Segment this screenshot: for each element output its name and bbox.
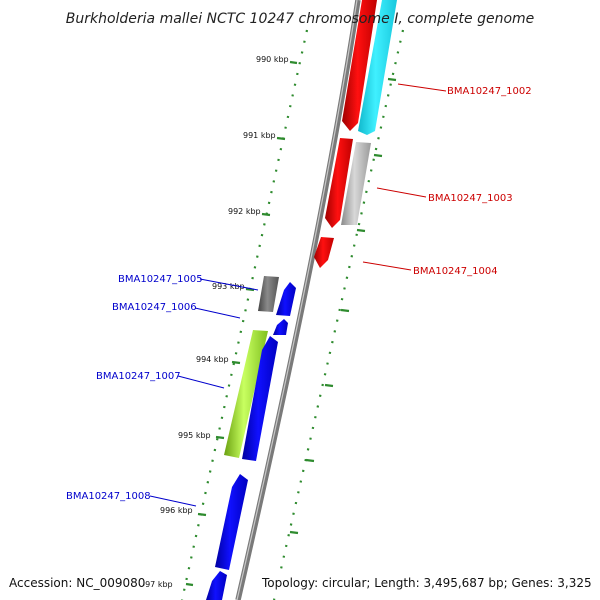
gene-arrow-1007[interactable] xyxy=(242,336,278,461)
gene-arrow-1009[interactable] xyxy=(206,571,227,600)
dark-gray-feature[interactable] xyxy=(258,276,279,312)
gene-label-1005: BMA10247_1005 xyxy=(118,274,203,285)
gene-label-1002: BMA10247_1002 xyxy=(447,86,532,97)
tick-label-997: 997 kbp xyxy=(140,580,173,589)
gene-label-1003: BMA10247_1003 xyxy=(428,193,513,204)
gene-label-1008: BMA10247_1008 xyxy=(66,491,151,502)
map-title: Burkholderia mallei NCTC 10247 chromosom… xyxy=(66,11,535,27)
tick-label-992: 992 kbp xyxy=(228,207,261,216)
gene-label-leaders xyxy=(149,83,447,507)
tick-label-993: 993 kbp xyxy=(212,282,245,291)
tick-label-994: 994 kbp xyxy=(196,355,229,364)
tick-label-995: 995 kbp xyxy=(178,431,211,440)
tick-marks xyxy=(185,60,397,587)
gene-arrow-1004[interactable] xyxy=(314,237,334,268)
gene-label-1007: BMA10247_1007 xyxy=(96,371,181,382)
tick-label-990: 990 kbp xyxy=(256,55,289,64)
gene-arrow-1006[interactable] xyxy=(273,319,288,335)
gene-arrow-1002[interactable] xyxy=(342,0,377,131)
genome-summary-text: Topology: circular; Length: 3,495,687 bp… xyxy=(261,576,592,590)
gray-feature[interactable] xyxy=(341,142,371,225)
tick-label-991: 991 kbp xyxy=(243,131,276,140)
green-feature[interactable] xyxy=(224,330,268,458)
tick-label-996: 996 kbp xyxy=(160,506,193,515)
cyan-feature[interactable] xyxy=(358,0,397,135)
gene-arrow-1005[interactable] xyxy=(276,282,296,316)
accession-text: Accession: NC_009080 xyxy=(9,576,145,590)
gene-arrow-1003[interactable] xyxy=(325,138,353,228)
gene-label-1006: BMA10247_1006 xyxy=(112,302,197,313)
gene-label-1004: BMA10247_1004 xyxy=(413,266,498,277)
gene-arrow-1008[interactable] xyxy=(215,474,248,570)
backbone xyxy=(235,0,361,600)
